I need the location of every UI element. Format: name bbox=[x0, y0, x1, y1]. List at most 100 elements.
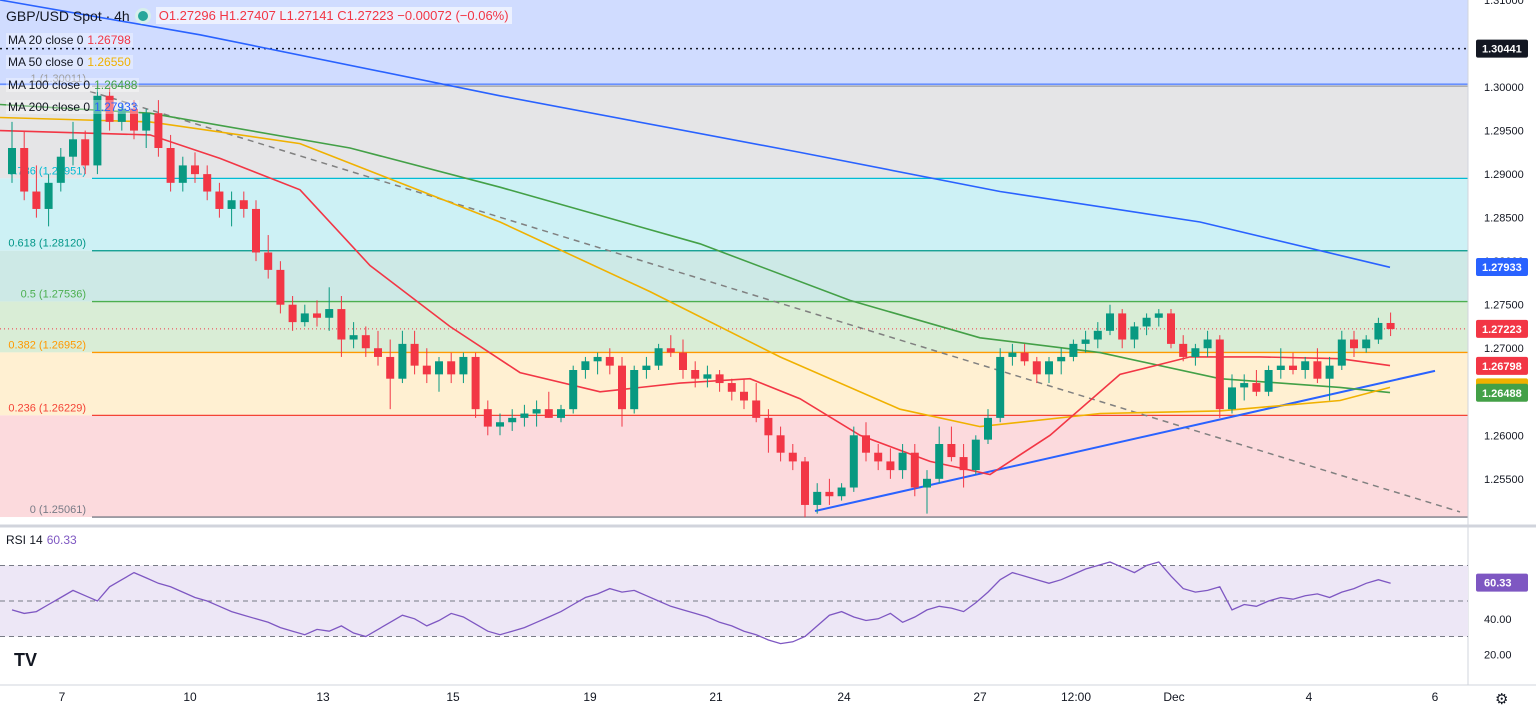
candle-body bbox=[1069, 343, 1078, 357]
candle-body bbox=[935, 444, 944, 479]
candle-body bbox=[910, 452, 919, 488]
resistance-price-label: 1.30441 bbox=[1482, 44, 1522, 56]
price-tag bbox=[1476, 319, 1528, 338]
candle-body bbox=[20, 148, 29, 192]
rsi-y-tick: 40.00 bbox=[1484, 614, 1512, 626]
candle-body bbox=[1130, 326, 1139, 340]
candle-body bbox=[593, 356, 602, 362]
rsi-value-tag bbox=[1476, 573, 1528, 592]
gear-icon[interactable]: ⚙ bbox=[1495, 691, 1509, 708]
candle-body bbox=[56, 156, 65, 183]
candle-body bbox=[32, 191, 41, 209]
ma100-legend[interactable]: MA 100 close 0 1.26488 bbox=[6, 78, 140, 92]
fib-label-0.236: 0.236 (1.26229) bbox=[8, 402, 86, 414]
candle-body bbox=[666, 348, 675, 353]
candle-body bbox=[532, 409, 541, 414]
candle-body bbox=[691, 370, 700, 379]
candle-body bbox=[959, 457, 968, 471]
candle-body bbox=[483, 409, 492, 427]
candle-body bbox=[8, 148, 16, 175]
candle-body bbox=[44, 182, 53, 209]
candle-body bbox=[374, 348, 382, 357]
candle-body bbox=[996, 356, 1005, 418]
ma-line-ma50 bbox=[0, 116, 1391, 428]
market-status-icon bbox=[137, 10, 148, 21]
candle-body bbox=[569, 370, 578, 410]
candle-body bbox=[215, 191, 224, 209]
x-tick-label: 6 bbox=[1432, 690, 1439, 704]
candle-body bbox=[1289, 365, 1297, 370]
price-tag-label: 1.26488 bbox=[1482, 388, 1522, 400]
candle-body bbox=[288, 304, 297, 323]
candle-body bbox=[581, 361, 590, 370]
candle-body bbox=[166, 148, 175, 183]
fib-label-0: 0 (1.25061) bbox=[30, 504, 86, 516]
candle-body bbox=[557, 409, 565, 418]
fib-zone-0.236 bbox=[0, 415, 1468, 518]
candle-body bbox=[264, 252, 273, 270]
x-tick-label: Dec bbox=[1163, 690, 1184, 704]
candle-body bbox=[801, 461, 809, 505]
fib-zone-0.5 bbox=[0, 301, 1468, 353]
candle-body bbox=[947, 444, 956, 458]
candle-body bbox=[471, 356, 480, 410]
tradingview-logo-icon[interactable]: TV bbox=[14, 650, 38, 670]
candle-body bbox=[642, 365, 651, 370]
candle-body bbox=[105, 95, 114, 122]
candles-group bbox=[8, 86, 1395, 518]
candle-body bbox=[703, 374, 712, 379]
ma100-legend-label: MA 100 close 0 bbox=[8, 78, 91, 92]
candle-body bbox=[203, 174, 212, 192]
candle-body bbox=[1191, 348, 1200, 357]
candle-body bbox=[410, 343, 419, 366]
fib-label-0.618: 0.618 (1.28120) bbox=[8, 238, 86, 250]
candle-body bbox=[520, 413, 529, 418]
candle-body bbox=[679, 352, 687, 370]
fib-label-0.382: 0.382 (1.26952) bbox=[8, 339, 86, 351]
candle-body bbox=[361, 335, 370, 349]
candle-body bbox=[239, 200, 248, 209]
ma20-legend[interactable]: MA 20 close 0 1.26798 bbox=[6, 33, 133, 47]
ma200-legend[interactable]: MA 200 close 0 1.27933 bbox=[6, 100, 140, 114]
candle-body bbox=[508, 417, 517, 423]
candle-body bbox=[776, 435, 785, 453]
candle-body bbox=[69, 139, 77, 157]
rsi-line bbox=[11, 561, 1391, 645]
candle-body bbox=[325, 309, 334, 318]
candle-body bbox=[1264, 370, 1273, 392]
candle-body bbox=[154, 113, 163, 148]
candle-body bbox=[398, 343, 407, 379]
candle-body bbox=[715, 374, 724, 384]
y-tick-label: 1.25500 bbox=[1484, 474, 1524, 486]
rsi-legend[interactable]: RSI 14 60.33 bbox=[6, 533, 77, 547]
candle-body bbox=[618, 365, 626, 410]
candle-body bbox=[544, 409, 553, 418]
fib-label-0.786: 0.786 (1.28951) bbox=[8, 165, 86, 177]
x-tick-label: 4 bbox=[1306, 690, 1313, 704]
y-tick-label: 1.30000 bbox=[1484, 82, 1524, 94]
candle-body bbox=[1045, 361, 1053, 375]
candle-body bbox=[1142, 317, 1151, 327]
candle-body bbox=[130, 108, 138, 131]
candle-body bbox=[1118, 313, 1127, 340]
candle-body bbox=[727, 383, 736, 392]
candle-body bbox=[386, 356, 395, 379]
y-tick-label: 1.26000 bbox=[1484, 430, 1524, 442]
candle-body bbox=[849, 435, 858, 488]
fib-zone-1 bbox=[0, 86, 1468, 179]
candle-body bbox=[93, 95, 102, 166]
ma-line-ma200 bbox=[0, 0, 1391, 269]
candle-body bbox=[837, 487, 846, 497]
x-tick-label: 27 bbox=[973, 690, 987, 704]
candle-body bbox=[654, 348, 663, 366]
ma50-legend[interactable]: MA 50 close 0 1.26550 bbox=[6, 55, 133, 69]
candle-body bbox=[764, 417, 773, 436]
candle-body bbox=[1313, 361, 1322, 379]
candle-body bbox=[313, 313, 321, 318]
resistance-price-tag bbox=[1476, 39, 1528, 58]
candle-body bbox=[435, 361, 443, 375]
symbol-title[interactable]: GBP/USD Spot · 4h bbox=[6, 7, 130, 24]
candle-body bbox=[874, 452, 883, 462]
candle-body bbox=[300, 313, 309, 323]
